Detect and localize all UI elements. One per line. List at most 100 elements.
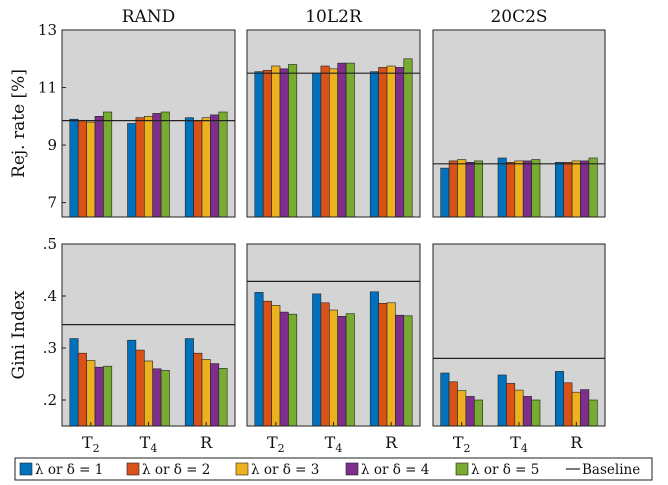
panel-title: 20C2S	[490, 7, 547, 27]
bar-s4-T4	[522, 160, 532, 218]
bar-s3-T2	[86, 121, 96, 218]
panel-gini-3: T2 T4 R	[432, 243, 606, 455]
bar-s3-T2	[457, 159, 467, 218]
bar-s5-R	[403, 315, 413, 427]
bar-s1-T2	[69, 118, 79, 218]
bar-s2-T4	[320, 302, 330, 427]
y-axis-label: Rej. rate [%]	[9, 69, 29, 178]
legend: λ or δ = 1 λ or δ = 2 λ or δ = 3 λ or δ = 4…	[14, 457, 653, 481]
bar-s3-T4	[514, 160, 524, 218]
legend-label-2: λ or δ = 2	[142, 462, 210, 478]
bar-s3-R	[571, 391, 581, 427]
bar-s2-R	[563, 382, 573, 427]
panel-rej-1: RAND 7 9 11 13 Rej. rate [%]	[9, 7, 236, 218]
panel-frame	[246, 29, 421, 218]
bar-s1-R	[369, 71, 379, 218]
bar-s4-T2	[465, 396, 475, 427]
y-tick-label: .5	[43, 235, 57, 253]
bar-s2-T4	[506, 383, 516, 427]
x-tick-label: T4	[510, 433, 528, 455]
bar-s2-T4	[135, 117, 145, 218]
bar-s1-T4	[497, 157, 507, 218]
bar-s1-T2	[254, 71, 264, 218]
bar-s5-T2	[103, 365, 113, 427]
bar-s3-T2	[271, 305, 281, 427]
bar-s5-R	[403, 58, 413, 218]
y-axis-label: Gini Index	[9, 290, 29, 379]
bar-s1-T4	[312, 293, 322, 427]
bar-s3-R	[201, 117, 211, 218]
bar-s4-R	[395, 67, 405, 218]
bar-s5-R	[588, 157, 598, 218]
x-tick-label: T2	[267, 433, 285, 455]
legend-swatch-3	[235, 462, 249, 476]
legend-label-5: λ or δ = 5	[471, 462, 539, 478]
bar-s3-T4	[144, 116, 154, 218]
bar-s2-T4	[506, 162, 516, 218]
bar-s2-T2	[77, 352, 87, 427]
bar-s2-R	[193, 352, 203, 427]
legend-swatch-1	[19, 462, 33, 476]
bar-s5-T4	[531, 399, 541, 427]
legend-label-1: λ or δ = 1	[35, 462, 103, 478]
legend-swatch-5	[455, 462, 469, 476]
bar-s4-T2	[279, 68, 289, 218]
y-tick-label: 13	[38, 21, 57, 39]
bar-s3-R	[201, 359, 211, 427]
panel-title: RAND	[122, 7, 176, 27]
bar-s3-T4	[514, 389, 524, 427]
bar-s3-T4	[144, 360, 154, 427]
bar-s1-T4	[497, 374, 507, 427]
panel-frame	[61, 29, 236, 218]
bar-s4-R	[580, 160, 590, 218]
bar-s4-T4	[337, 62, 347, 218]
panel-title: 10L2R	[305, 7, 363, 27]
bar-s1-R	[184, 338, 194, 427]
bar-s5-R	[218, 111, 228, 218]
legend-label-3: λ or δ = 3	[251, 462, 319, 478]
x-tick-label: R	[385, 433, 398, 452]
bar-s3-T2	[271, 65, 281, 218]
bar-s1-T2	[254, 292, 264, 427]
bar-s4-T4	[337, 315, 347, 427]
bar-s2-T2	[448, 160, 458, 218]
legend-label-4: λ or δ = 4	[361, 462, 429, 478]
bar-s4-T4	[522, 396, 532, 427]
y-tick-label: .3	[43, 339, 57, 357]
bar-s5-T2	[103, 111, 113, 218]
bar-s4-T2	[94, 366, 104, 427]
legend-swatch-4	[345, 462, 359, 476]
bar-s2-R	[563, 162, 573, 218]
bar-s5-R	[588, 399, 598, 427]
bar-s5-T4	[345, 62, 355, 218]
bar-s1-R	[554, 162, 564, 218]
y-tick-label: 11	[38, 79, 57, 97]
bar-s2-T2	[262, 300, 272, 427]
bar-s5-T4	[160, 111, 170, 218]
panel-gini-2: T2 T4 R	[246, 243, 421, 455]
bar-s5-T2	[288, 313, 298, 427]
panel-gini-1: .2 .3 .4 .5 Gini Index T2 T4 R	[9, 235, 236, 455]
bar-s3-T2	[457, 390, 467, 427]
bar-s2-T2	[262, 70, 272, 218]
y-tick-label: 7	[47, 194, 57, 212]
bar-s1-R	[369, 291, 379, 427]
bar-s1-T2	[440, 372, 450, 427]
bar-s3-R	[571, 160, 581, 218]
bar-s4-R	[395, 314, 405, 427]
x-tick-label: T2	[82, 433, 100, 455]
bar-s4-R	[210, 363, 220, 427]
bar-s4-T4	[152, 368, 162, 427]
bar-s5-T4	[345, 313, 355, 427]
x-tick-label: T4	[140, 433, 158, 455]
bar-s3-T4	[328, 68, 338, 218]
bar-s2-R	[378, 302, 388, 427]
panel-rej-3: 20C2S	[432, 7, 606, 218]
bar-s3-R	[386, 65, 396, 218]
y-tick-label: .2	[43, 391, 57, 409]
bar-s5-R	[218, 367, 228, 427]
bar-s5-T2	[288, 64, 298, 218]
bar-s4-R	[210, 114, 220, 218]
x-tick-label: T2	[453, 433, 471, 455]
